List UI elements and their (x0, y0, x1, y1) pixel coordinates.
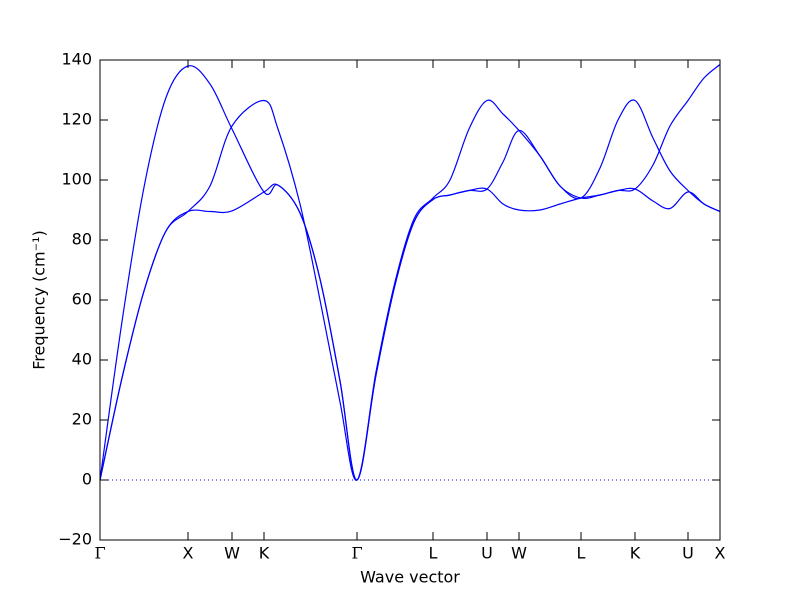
x-tick-label: W (224, 544, 240, 563)
x-tick-label: U (682, 544, 694, 563)
x-tick-label: U (481, 544, 493, 563)
y-tick-label: 140 (61, 50, 92, 69)
x-tick-label: X (715, 544, 726, 563)
x-tick-label: K (630, 544, 641, 563)
x-axis-label: Wave vector (360, 568, 460, 587)
y-tick-label: −20 (58, 530, 92, 549)
x-tick-label: Γ (94, 544, 105, 563)
x-tick-label: X (183, 544, 194, 563)
band-line (99, 65, 721, 481)
y-tick-label: 120 (61, 110, 92, 129)
band-line (99, 183, 721, 481)
x-tick-label: L (429, 544, 438, 563)
x-tick-label: L (577, 544, 586, 563)
y-tick-label: 0 (82, 470, 92, 489)
y-tick-label: 40 (72, 350, 92, 369)
x-tick-label: Γ (351, 544, 362, 563)
y-tick-label: 100 (61, 170, 92, 189)
x-tick-label: K (259, 544, 270, 563)
y-tick-label: 20 (72, 410, 92, 429)
y-tick-label: 60 (72, 290, 92, 309)
y-axis-label: Frequency (cm⁻¹) (30, 230, 49, 369)
y-tick-label: 80 (72, 230, 92, 249)
x-tick-label: W (511, 544, 527, 563)
